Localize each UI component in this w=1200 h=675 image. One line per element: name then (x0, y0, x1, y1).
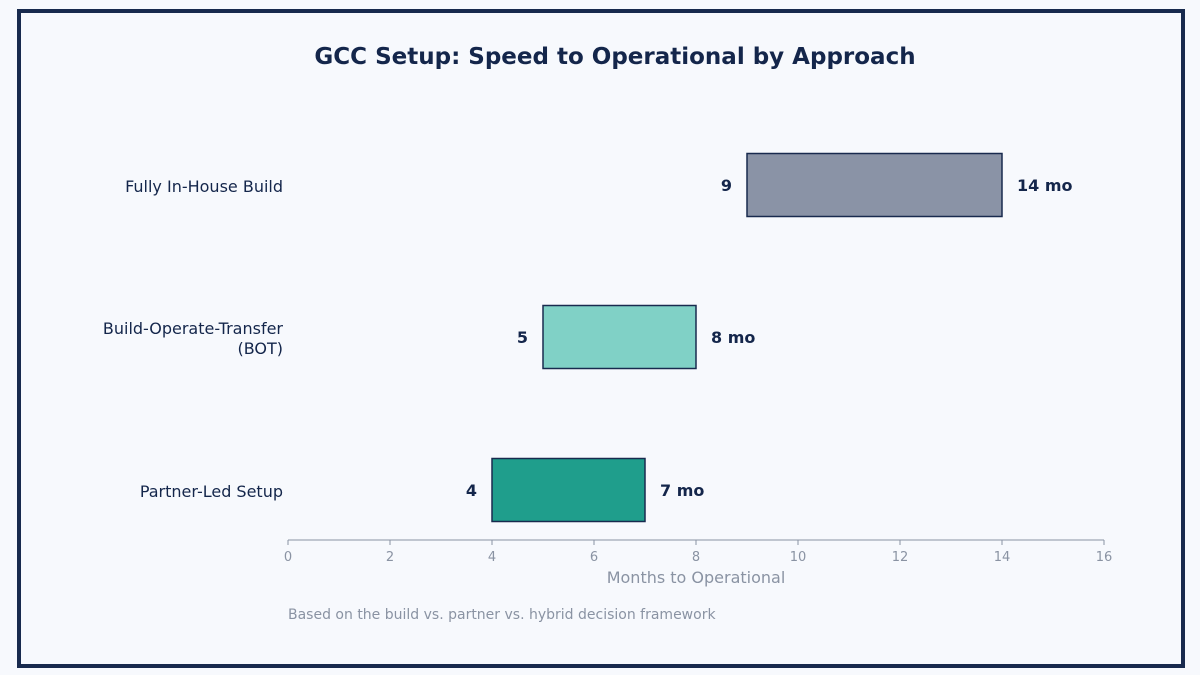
chart-frame (17, 9, 1185, 668)
range-bar (542, 304, 697, 370)
bar-end-label: 14 mo (1017, 176, 1073, 195)
x-tick-label: 0 (284, 550, 292, 565)
x-tick-label: 10 (790, 550, 807, 565)
x-tick-label: 6 (590, 550, 598, 565)
category-label: Partner-Led Setup (140, 482, 283, 501)
x-axis-label: Months to Operational (607, 568, 786, 587)
x-tick-label: 12 (892, 550, 909, 565)
x-tick-label: 2 (386, 550, 394, 565)
x-tick-label: 14 (994, 550, 1011, 565)
category-label: (BOT) (237, 339, 283, 358)
x-tick-label: 4 (488, 550, 496, 565)
bar-start-label: 9 (721, 176, 732, 195)
range-bar (491, 457, 646, 523)
category-label: Fully In-House Build (125, 177, 283, 196)
range-bar (746, 152, 1003, 218)
chart-footnote: Based on the build vs. partner vs. hybri… (288, 607, 716, 623)
bar-start-label: 4 (466, 481, 477, 500)
category-label: Build-Operate-Transfer (103, 319, 284, 338)
x-tick-label: 16 (1096, 550, 1113, 565)
x-tick-label: 8 (692, 550, 700, 565)
bar-end-label: 7 mo (660, 481, 704, 500)
bar-end-label: 8 mo (711, 328, 755, 347)
chart-title: GCC Setup: Speed to Operational by Appro… (314, 44, 916, 70)
bar-start-label: 5 (517, 328, 528, 347)
